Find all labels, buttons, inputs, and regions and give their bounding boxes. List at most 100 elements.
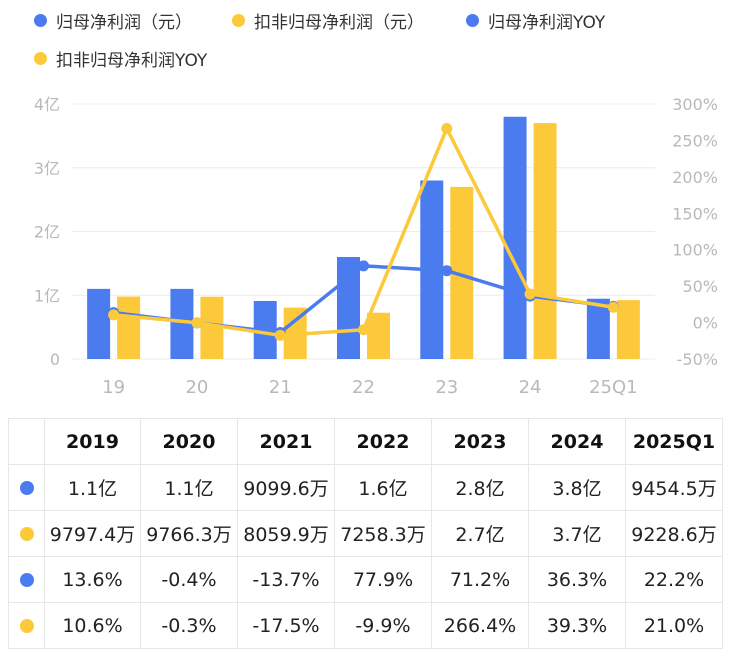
table-cell: 9454.5万 [625,464,723,511]
deducted-net-profit-yoy-point [524,288,536,300]
x-axis-tick: 23 [435,377,458,398]
grid-lines [72,103,655,360]
row-marker-cell [8,602,45,649]
row-marker-dot [19,481,34,495]
deducted-net-profit-bar [450,186,474,359]
table-cell: 39.3% [528,602,626,649]
right-axis-tick: 300% [672,95,718,114]
legend-label-net-profit-yoy: 归母净利润YOY [488,13,606,33]
row-marker-cell [8,510,45,557]
x-axis-tick: 20 [185,377,208,398]
right-axis-tick: 250% [672,131,718,150]
right-axis-tick: 200% [672,168,718,187]
x-axis-tick: 24 [519,377,542,398]
right-axis-tick: -50% [677,350,718,369]
table-cell: 266.4% [431,602,529,649]
deducted-net-profit-bar [616,300,640,359]
net-profit-bar [586,298,610,359]
right-axis-tick: 100% [672,241,718,260]
table-cell: 36.3% [528,556,626,603]
x-axis-tick: 25Q1 [589,377,638,398]
left-axis-tick: 0 [50,350,60,369]
deducted-net-profit-bar [533,123,557,359]
deducted-net-profit-yoy-point [108,309,120,321]
net-profit-bar [170,288,194,359]
row-marker-cell [8,464,45,511]
table-cell: 1.1亿 [140,464,238,511]
table-cell: 9099.6万 [237,464,335,511]
legend-label-net-profit: 归母净利润（元） [56,13,192,33]
deducted-net-profit-yoy-point [607,301,619,313]
table-header-cell: 2020 [140,418,238,465]
axis-labels: 0 1亿 2亿 3亿 4亿 -50% 0% 50% 100% 150% 200% 250% 300% 19… [34,95,718,398]
table-cell: 10.6% [44,602,141,649]
combo-chart: 0 1亿 2亿 3亿 4亿 -50% 0% 50% 100% 150% 200% 250% 300% 19… [34,95,718,398]
table-header-cell [8,418,45,465]
table-row: 13.6% -0.4% -13.7% 77.9% 71.2% 36.3% 22.… [8,556,723,603]
table-cell: 71.2% [431,556,529,603]
table-cell: 22.2% [625,556,723,603]
right-axis-tick: 150% [672,204,718,223]
yoy-lines [108,122,619,341]
right-axis-tick: 0% [693,314,718,333]
table-cell: 3.8亿 [528,464,626,511]
table-cell: -0.3% [140,602,238,649]
legend-dot-deducted-net-profit [232,14,245,27]
table-header-cell: 2023 [431,418,529,465]
row-marker-dot [19,619,34,633]
x-axis-tick: 21 [269,377,292,398]
table-header-cell: 2019 [44,418,141,465]
table-cell: 3.7亿 [528,510,626,557]
deducted-net-profit-bar [367,312,390,359]
table-cell: 2.8亿 [431,464,529,511]
data-table: 2019 2020 2021 2022 2023 2024 2025Q1 1.1… [8,418,723,649]
deducted-net-profit-yoy-point [358,324,369,336]
table-header-row: 2019 2020 2021 2022 2023 2024 2025Q1 [8,418,723,465]
legend-item-deducted-net-profit-yoy[interactable]: 扣非归母净利润YOY [34,46,207,71]
legend-item-net-profit[interactable]: 归母净利润（元） [34,8,192,33]
net-profit-bar [87,288,111,359]
table-cell: 7258.3万 [334,510,432,557]
x-axis-tick: 19 [102,377,125,398]
table-cell: 2.7亿 [431,510,529,557]
net-profit-yoy-point [358,260,369,272]
table-cell: 77.9% [334,556,432,603]
table-cell: 1.1亿 [44,464,141,511]
table-header-cell: 2022 [334,418,432,465]
deducted-net-profit-bar [117,296,141,359]
table-header-cell: 2024 [528,418,626,465]
table-cell: 13.6% [44,556,141,603]
right-axis-tick: 50% [682,277,718,296]
table-cell: -13.7% [237,556,335,603]
table-cell: 9766.3万 [140,510,238,557]
deducted-net-profit-yoy-point [191,317,203,329]
left-axis-tick: 1亿 [34,286,60,305]
table-row: 10.6% -0.3% -17.5% -9.9% 266.4% 39.3% 21… [8,602,723,649]
row-marker-dot [19,527,34,541]
table-row: 9797.4万 9766.3万 8059.9万 7258.3万 2.7亿 3.7… [8,510,723,557]
table-row: 1.1亿 1.1亿 9099.6万 1.6亿 2.8亿 3.8亿 9454.5万 [8,464,723,511]
deducted-net-profit-yoy-point [441,122,453,134]
legend-dot-net-profit [34,14,47,27]
table-cell: -0.4% [140,556,238,603]
table-cell: 1.6亿 [334,464,432,511]
deducted-net-profit-yoy-point [274,329,286,341]
legend-label-deducted-net-profit: 扣非归母净利润（元） [254,13,424,33]
table-cell: 21.0% [625,602,723,649]
net-profit-yoy-point [441,265,453,277]
table-header-cell: 2021 [237,418,335,465]
table-cell: -9.9% [334,602,432,649]
legend-dot-net-profit-yoy [466,14,479,27]
x-axis-tick: 22 [352,377,375,398]
table-cell: 8059.9万 [237,510,335,557]
legend-item-deducted-net-profit[interactable]: 扣非归母净利润（元） [232,8,424,33]
deducted-net-profit-bar [200,296,224,359]
legend-item-net-profit-yoy[interactable]: 归母净利润YOY [466,8,605,33]
row-marker-cell [8,556,45,603]
chart-legend: 归母净利润（元） 扣非归母净利润（元） 归母净利润YOY 扣非归母净利润YOY [0,0,732,80]
bars [87,116,640,359]
left-axis-tick: 2亿 [34,223,60,242]
legend-label-deducted-net-profit-yoy: 扣非归母净利润YOY [56,51,208,71]
row-marker-dot [19,573,34,587]
table-header-cell: 2025Q1 [625,418,723,465]
